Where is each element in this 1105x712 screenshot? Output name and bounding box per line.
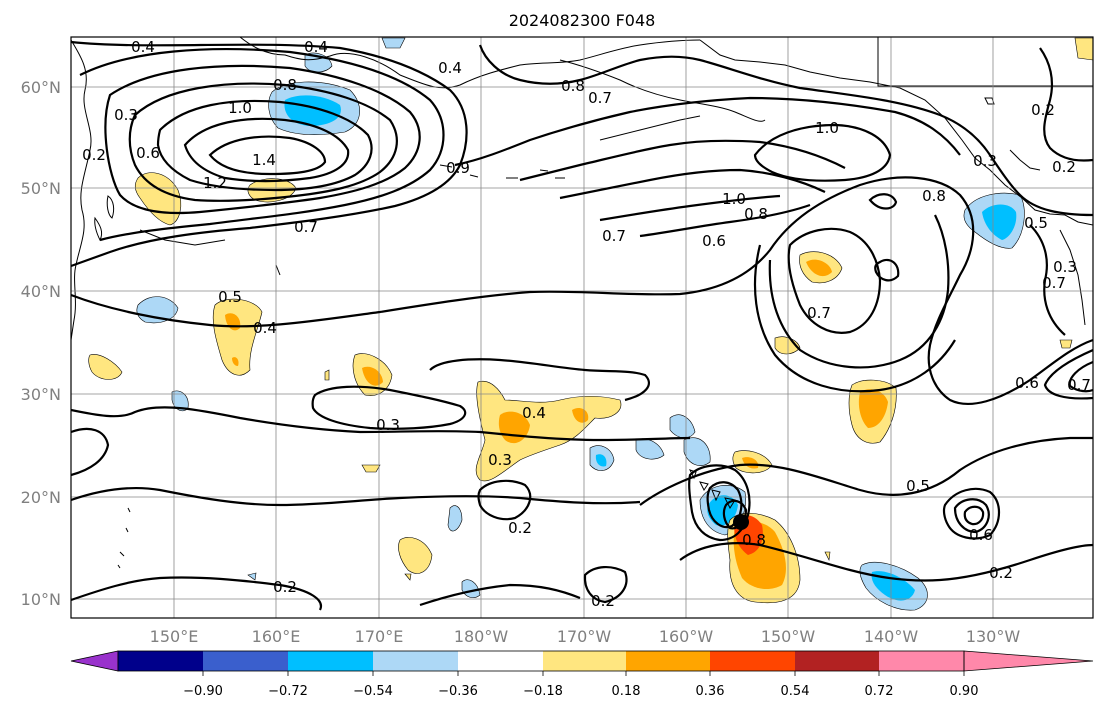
colorbar-tick-label: −0.36 (438, 684, 478, 699)
colorbar-tick-label: 0.18 (612, 684, 641, 699)
lon-label: 170°W (557, 627, 612, 646)
colorbar-segment (795, 651, 879, 671)
lon-label: 180°W (454, 627, 509, 646)
colorbar-tick-label: −0.54 (353, 684, 393, 699)
colorbar-segment (288, 651, 373, 671)
colorbar-extend-min (70, 650, 119, 672)
contour-label: 0.3 (488, 451, 512, 469)
contour-label: 0.5 (906, 477, 930, 495)
contour-label: 0.3 (376, 416, 400, 434)
lon-label: 160°W (659, 627, 714, 646)
contour-label: 0.2 (591, 592, 615, 610)
lon-label: 170°E (355, 627, 404, 646)
map-title: 2024082300 F048 (509, 11, 656, 30)
lon-label: 150°W (761, 627, 816, 646)
colorbar-tick-label: 0.36 (696, 684, 725, 699)
contour-label: 0.7 (588, 89, 612, 107)
colorbar-segment (458, 651, 543, 671)
contour-label: 0.6 (969, 526, 993, 544)
contour-label: 0.8 (273, 76, 297, 94)
lat-label: 20°N (21, 488, 61, 507)
contour-label: 0.2 (989, 564, 1013, 582)
longitude-labels: 150°E 160°E 170°E 180°W 170°W 160°W 150°… (150, 627, 1021, 646)
graticule (71, 37, 1093, 618)
contour-label: 0.4 (131, 38, 155, 56)
contour-label: 0.3 (1053, 258, 1077, 276)
contour-label: 0.3 (114, 106, 138, 124)
lon-label: 160°E (252, 627, 301, 646)
lat-label: 50°N (21, 179, 61, 198)
contour-label: 0.7 (1042, 274, 1066, 292)
contour-label: 0.2 (82, 146, 106, 164)
colorbar-segment (373, 651, 458, 671)
colorbar-tick-label: 0.90 (950, 684, 979, 699)
contour-label: 1.4 (252, 151, 276, 169)
contour-label: 1.0 (815, 119, 839, 137)
colorbar-segment (543, 651, 626, 671)
contour-label: 0.4 (304, 38, 328, 56)
colorbar-segment (879, 651, 964, 671)
map-frame (70, 36, 1094, 619)
contour-label: 1.0 (228, 99, 252, 117)
contour-label: 0.4 (438, 59, 462, 77)
shaded-anomalies (88, 37, 1093, 611)
contour-label: 0.7 (602, 227, 626, 245)
contour-label: 0.8 (744, 205, 768, 223)
contour-label: 0.4 (522, 404, 546, 422)
lon-label: 130°W (966, 627, 1021, 646)
contour-lines (71, 40, 1093, 611)
lat-label: 10°N (21, 590, 61, 609)
colorbar-segment (626, 651, 710, 671)
colorbar-tick-label: −0.18 (523, 684, 563, 699)
contour-label: 0.3 (973, 152, 997, 170)
colorbar-segment (118, 651, 203, 671)
contour-label: 0.2 (1031, 101, 1055, 119)
contour-labels: 0.4 0.4 0.4 0.8 0.7 0.8 1.0 1.4 1.2 0.9 … (82, 38, 1091, 610)
colorbar-extend-max (963, 650, 1094, 672)
latitude-labels: 60°N 50°N 40°N 30°N 20°N 10°N (21, 78, 61, 609)
contour-label: 0.5 (1024, 214, 1048, 232)
contour-label: 0.9 (446, 159, 470, 177)
lat-label: 30°N (21, 385, 61, 404)
lat-label: 40°N (21, 282, 61, 301)
coastlines (71, 37, 1093, 569)
lon-label: 140°W (864, 627, 919, 646)
contour-label: 1.2 (203, 174, 227, 192)
contour-label: 0.7 (1067, 376, 1091, 394)
colorbar-tick-label: −0.72 (268, 684, 308, 699)
contour-label: 0.2 (508, 519, 532, 537)
colorbar-tick-label: −0.90 (183, 684, 223, 699)
map-panel: 0.4 0.4 0.4 0.8 0.7 0.8 1.0 1.4 1.2 0.9 … (71, 37, 1093, 618)
colorbar-segment (203, 651, 288, 671)
contour-label: 0.6 (1015, 374, 1039, 392)
contour-label: 0.8 (561, 77, 585, 95)
colorbar-segment (710, 651, 795, 671)
storm-center-marker (733, 514, 749, 530)
contour-label: 0.5 (218, 288, 242, 306)
contour-label: 0.2 (273, 578, 297, 596)
contour-label: 1.0 (722, 190, 746, 208)
contour-label: 0.4 (253, 319, 277, 337)
contour-label: 0.8 (742, 531, 766, 549)
contour-label: 0.2 (1052, 158, 1076, 176)
contour-label: 0.6 (702, 232, 726, 250)
contour-label: 0.7 (807, 304, 831, 322)
contour-label: 0.8 (922, 187, 946, 205)
lat-label: 60°N (21, 78, 61, 97)
contour-label: 0.6 (136, 144, 160, 162)
colorbar: −0.90 −0.72 −0.54 −0.36 −0.18 0.18 0.36 … (70, 650, 1094, 699)
colorbar-tick-label: 0.54 (781, 684, 810, 699)
lon-label: 150°E (150, 627, 199, 646)
contour-label: 0.7 (294, 218, 318, 236)
colorbar-tick-label: 0.72 (865, 684, 894, 699)
